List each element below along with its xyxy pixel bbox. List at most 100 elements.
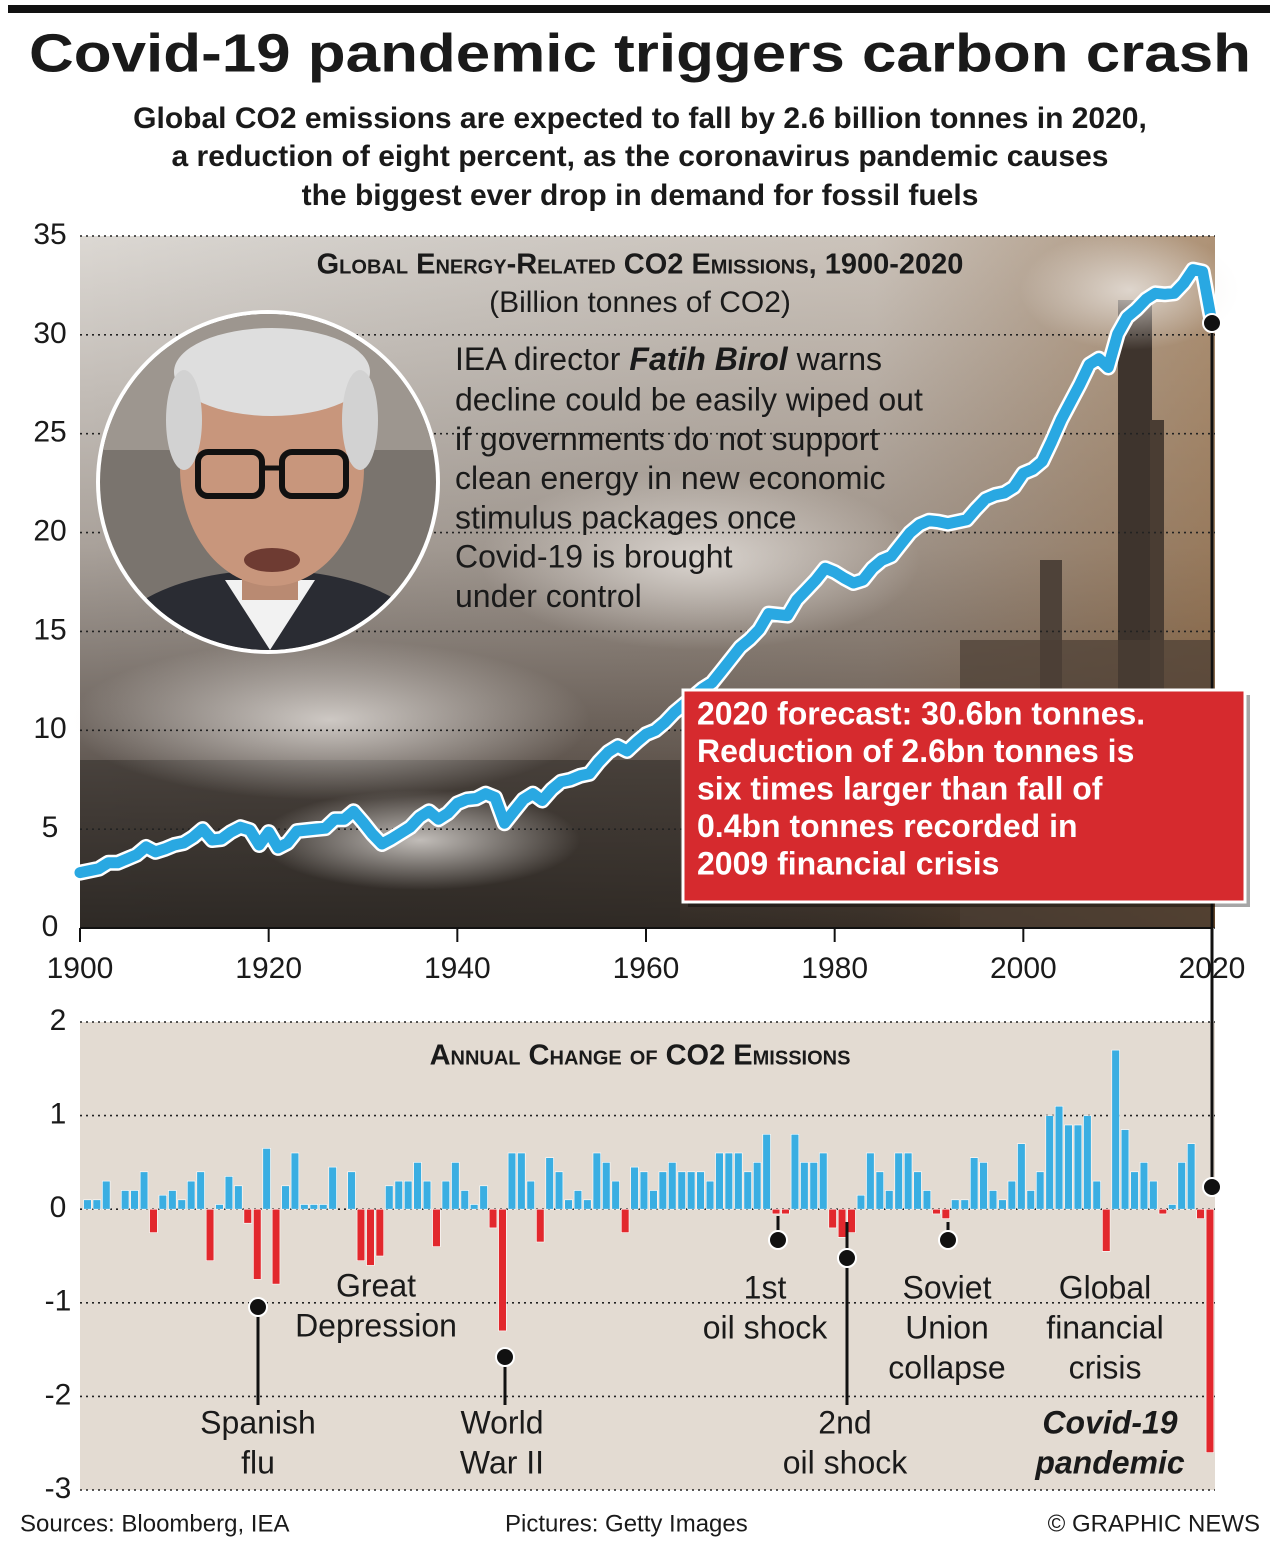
event-label: Covid-19 <box>1042 1404 1177 1440</box>
bar <box>743 1171 752 1210</box>
annotation-box <box>681 688 1247 904</box>
footer-credit: © GRAPHIC NEWS <box>1048 1510 1260 1537</box>
bar <box>451 1162 460 1210</box>
bar <box>300 1204 309 1210</box>
page-subtitle: a reduction of eight percent, as the cor… <box>172 140 1109 173</box>
quote-line: if governments do not support <box>455 421 878 457</box>
bar <box>819 1152 828 1210</box>
quote-line: clean energy in new economic <box>455 460 885 496</box>
y-tick-label: 10 <box>33 712 66 745</box>
y-tick-label: 0 <box>50 1191 67 1224</box>
bar <box>1139 1162 1149 1210</box>
event-label: World <box>461 1404 544 1440</box>
bar <box>385 1185 394 1210</box>
bar <box>234 1185 243 1210</box>
bar <box>620 1208 630 1233</box>
bar <box>130 1190 139 1210</box>
bar <box>762 1134 771 1210</box>
bar <box>271 1208 281 1285</box>
bar <box>573 1190 583 1210</box>
bar <box>394 1180 403 1210</box>
bar <box>432 1208 441 1247</box>
event-label: Global <box>1059 1269 1152 1305</box>
bar <box>885 1190 894 1210</box>
bar <box>1045 1115 1054 1210</box>
chart-title: Global Energy-Related CO2 Emissions, 190… <box>317 249 964 281</box>
x-tick-label: 1940 <box>424 952 491 985</box>
bar <box>781 1208 790 1215</box>
bar <box>1158 1208 1167 1215</box>
y-tick-label: 2 <box>50 1004 67 1037</box>
bar <box>460 1190 469 1210</box>
bar <box>922 1190 932 1210</box>
bar <box>375 1208 384 1257</box>
bar <box>102 1180 111 1210</box>
y-tick-label: 5 <box>42 811 59 844</box>
bar <box>894 1152 903 1210</box>
x-tick-label: 1920 <box>235 952 302 985</box>
bar <box>498 1208 507 1332</box>
bar <box>215 1204 224 1210</box>
bar <box>545 1157 554 1210</box>
grid: 0 5 10 15 20 25 30 35 -3 -2 -1 0 1 2 <box>33 218 1215 1505</box>
bar <box>998 1199 1007 1210</box>
bar <box>290 1152 300 1210</box>
bar <box>149 1208 158 1233</box>
bar <box>1026 1190 1035 1210</box>
bar <box>752 1162 762 1210</box>
forecast-point <box>1202 312 1222 333</box>
page-title: Covid-19 pandemic triggers carbon crash <box>29 23 1251 83</box>
data-layer: Global Energy-Related CO2 Emissions, 190… <box>47 249 1250 1480</box>
event-label: 1st <box>744 1269 787 1305</box>
bar <box>1054 1105 1064 1210</box>
bar <box>837 1208 847 1238</box>
bar <box>932 1208 941 1215</box>
y-tick-label: 1 <box>50 1098 67 1131</box>
bar <box>1187 1143 1196 1210</box>
bar <box>951 1199 960 1210</box>
bar <box>724 1152 733 1210</box>
bar <box>281 1185 290 1210</box>
event-label: Depression <box>295 1307 457 1343</box>
event-pin <box>938 1230 958 1250</box>
annotation-text: 2020 forecast: 30.6bn tonnes. <box>697 695 1145 731</box>
event-label: Spanish <box>200 1404 316 1440</box>
bar <box>1073 1124 1083 1210</box>
bar <box>1064 1124 1073 1210</box>
bar <box>356 1208 366 1261</box>
footer-sources: Sources: Bloomberg, IEA <box>20 1510 289 1537</box>
y-tick-label: 35 <box>33 218 66 251</box>
bar <box>488 1208 498 1229</box>
bar <box>319 1204 328 1210</box>
event-pin <box>837 1248 857 1268</box>
quote-name: Fatih Birol <box>629 341 788 377</box>
bar <box>554 1171 564 1210</box>
bar <box>517 1152 526 1210</box>
bar <box>347 1171 356 1210</box>
bar <box>168 1190 177 1210</box>
bar <box>526 1180 535 1210</box>
line <box>74 264 1218 879</box>
bar <box>705 1180 715 1210</box>
bar <box>139 1171 149 1210</box>
bar <box>583 1199 592 1210</box>
bar <box>196 1171 205 1210</box>
bar <box>83 1199 92 1210</box>
footer-pictures: Pictures: Getty Images <box>505 1510 748 1537</box>
bar <box>649 1190 658 1210</box>
event-label: pandemic <box>1034 1444 1185 1480</box>
bar <box>847 1208 856 1233</box>
annotation-text: 2009 financial crisis <box>697 845 999 881</box>
bar <box>809 1162 818 1210</box>
page-subtitle: the biggest ever drop in demand for foss… <box>302 179 979 212</box>
bar <box>1111 1049 1120 1210</box>
bar <box>262 1148 271 1210</box>
bar <box>941 1208 950 1219</box>
bar <box>1196 1208 1205 1219</box>
bar <box>903 1152 913 1210</box>
bar <box>92 1199 101 1210</box>
x-tick-label: 1980 <box>801 952 868 985</box>
bar <box>187 1180 196 1210</box>
quote-tail: warns <box>796 341 882 377</box>
bar <box>564 1199 573 1210</box>
